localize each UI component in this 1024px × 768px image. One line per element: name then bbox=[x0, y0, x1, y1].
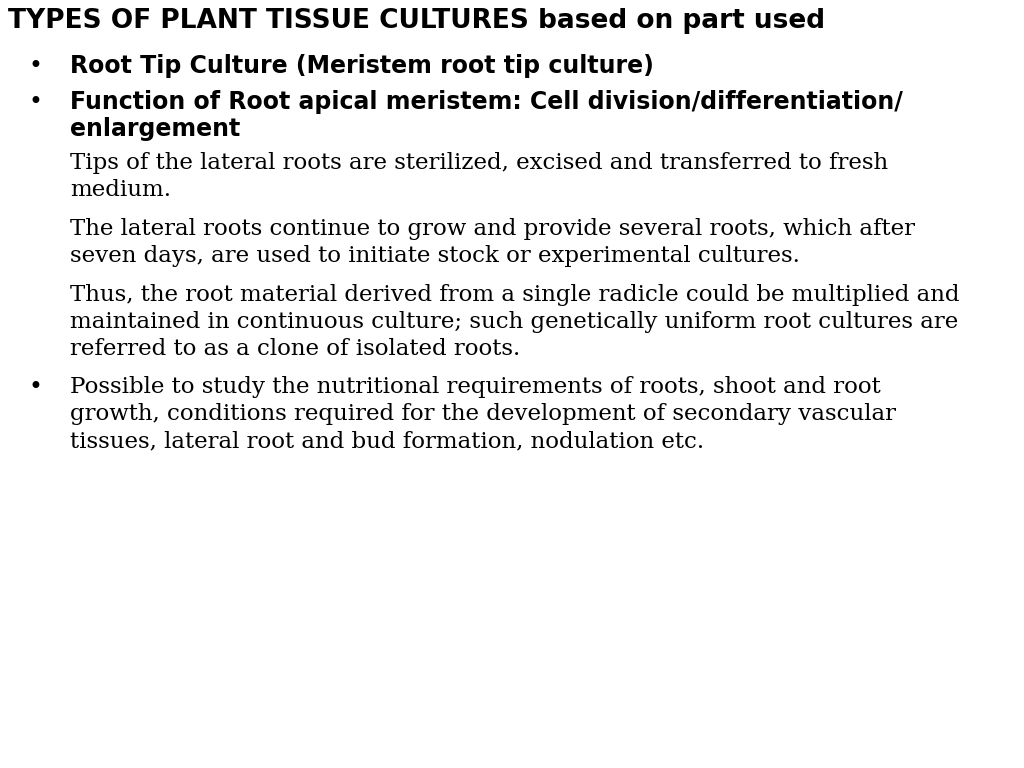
Text: referred to as a clone of isolated roots.: referred to as a clone of isolated roots… bbox=[70, 338, 520, 360]
Text: tissues, lateral root and bud formation, nodulation etc.: tissues, lateral root and bud formation,… bbox=[70, 430, 705, 452]
Text: maintained in continuous culture; such genetically uniform root cultures are: maintained in continuous culture; such g… bbox=[70, 311, 958, 333]
Text: Function of Root apical meristem: Cell division/differentiation/: Function of Root apical meristem: Cell d… bbox=[70, 90, 903, 114]
Text: The lateral roots continue to grow and provide several roots, which after: The lateral roots continue to grow and p… bbox=[70, 218, 915, 240]
Text: TYPES OF PLANT TISSUE CULTURES based on part used: TYPES OF PLANT TISSUE CULTURES based on … bbox=[8, 8, 825, 34]
Text: growth, conditions required for the development of secondary vascular: growth, conditions required for the deve… bbox=[70, 403, 896, 425]
Text: •: • bbox=[28, 90, 42, 114]
Text: seven days, are used to initiate stock or experimental cultures.: seven days, are used to initiate stock o… bbox=[70, 245, 800, 267]
Text: Root Tip Culture (Meristem root tip culture): Root Tip Culture (Meristem root tip cult… bbox=[70, 54, 654, 78]
Text: Possible to study the nutritional requirements of roots, shoot and root: Possible to study the nutritional requir… bbox=[70, 376, 881, 398]
Text: •: • bbox=[28, 54, 42, 78]
Text: Thus, the root material derived from a single radicle could be multiplied and: Thus, the root material derived from a s… bbox=[70, 284, 959, 306]
Text: enlargement: enlargement bbox=[70, 117, 241, 141]
Text: Tips of the lateral roots are sterilized, excised and transferred to fresh: Tips of the lateral roots are sterilized… bbox=[70, 152, 888, 174]
Text: •: • bbox=[28, 376, 42, 399]
Text: medium.: medium. bbox=[70, 179, 171, 201]
